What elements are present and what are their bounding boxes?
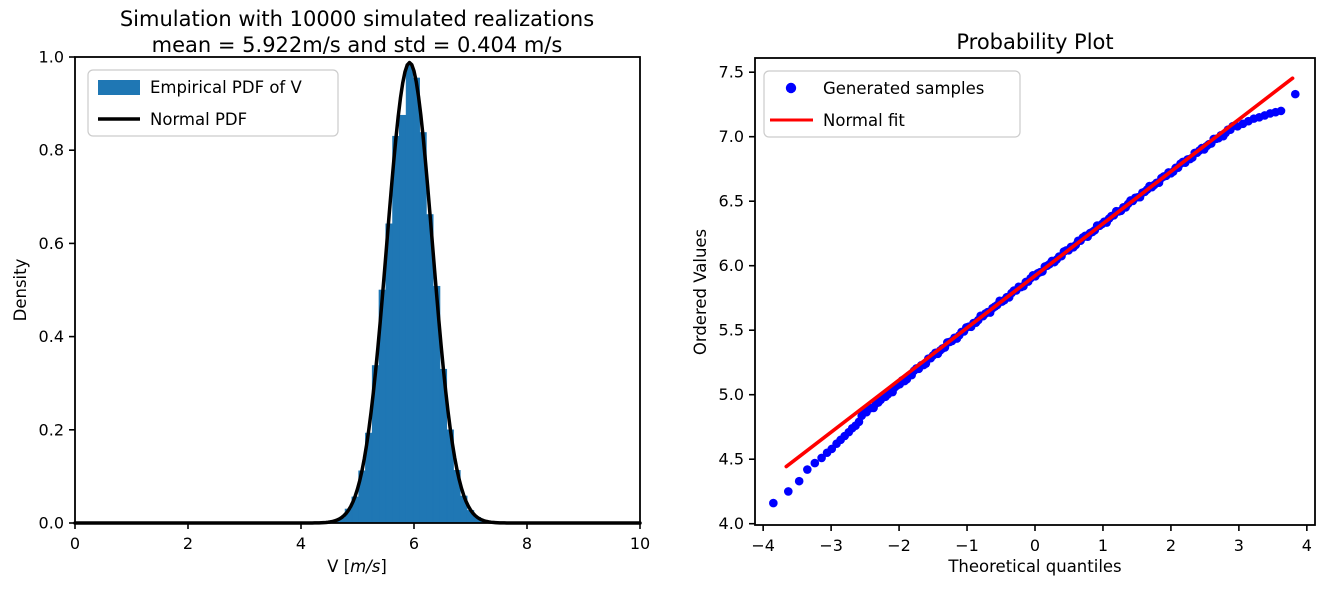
x-tick-label: 3 — [1234, 536, 1244, 555]
legend-swatch-empirical-pdf — [98, 80, 140, 95]
histogram-bar — [420, 132, 427, 523]
histogram-subplot: 0 2 4 6 8 10 0.0 0.2 0.4 0.6 0.8 1.0 Simulation wit… — [11, 7, 650, 576]
y-tick-label: 0.6 — [39, 234, 64, 253]
x-tick-label: 2 — [1166, 536, 1176, 555]
right-yaxis-label: Ordered Values — [691, 229, 710, 355]
x-tick-label: −3 — [819, 536, 843, 555]
x-tick-label: 6 — [409, 534, 419, 553]
probability-plot-subplot: −4 −3 −2 −1 0 1 2 3 4 4.0 4.5 5.0 5.5 6.0 6.5 7.0 7.5 Pr… — [691, 30, 1315, 576]
qq-point-lower-tail — [811, 459, 820, 468]
right-xaxis-label: Theoretical quantiles — [947, 557, 1121, 576]
x-tick-label: 8 — [522, 534, 532, 553]
qq-scatter-group — [769, 90, 1300, 508]
qq-point-lower-tail — [803, 465, 812, 474]
y-tick-label: 5.0 — [719, 385, 744, 404]
qq-point-lower-tail — [769, 499, 778, 508]
qq-point-upper-tail — [1277, 107, 1286, 116]
y-tick-label: 0.0 — [39, 514, 64, 533]
legend-label-empirical-pdf: Empirical PDF of V — [150, 78, 302, 97]
legend-label-normal-pdf: Normal PDF — [150, 110, 247, 129]
legend-label-generated-samples: Generated samples — [823, 79, 984, 98]
y-tick-label: 4.0 — [719, 514, 744, 533]
right-title: Probability Plot — [956, 30, 1113, 54]
legend-label-normal-fit: Normal fit — [823, 111, 905, 130]
histogram-bar — [406, 64, 413, 523]
qq-point-lower-tail — [795, 477, 804, 486]
x-tick-label: −1 — [955, 536, 979, 555]
qq-point-lower-tail — [784, 487, 793, 496]
y-tick-label: 7.5 — [719, 63, 744, 82]
x-tick-label: 4 — [296, 534, 306, 553]
left-yaxis-label: Density — [11, 258, 30, 321]
y-tick-label: 4.5 — [719, 450, 744, 469]
y-tick-label: 0.2 — [39, 420, 64, 439]
right-legend: Generated samples Normal fit — [764, 71, 1020, 137]
y-tick-label: 6.5 — [719, 192, 744, 211]
histogram-bar — [393, 136, 400, 523]
left-title-line2: mean = 5.922m/s and std = 0.404 m/s — [152, 33, 563, 57]
y-tick-label: 7.0 — [719, 127, 744, 146]
x-tick-label: 10 — [630, 534, 650, 553]
x-tick-label: −2 — [887, 536, 911, 555]
x-tick-label: 0 — [70, 534, 80, 553]
legend-swatch-generated-samples — [786, 83, 796, 93]
y-tick-label: 6.0 — [719, 256, 744, 275]
y-tick-label: 5.5 — [719, 321, 744, 340]
histogram-bar — [399, 115, 406, 523]
left-xaxis-label: V [m/s] — [327, 557, 387, 576]
histogram-bar — [413, 78, 420, 523]
x-tick-label: 2 — [183, 534, 193, 553]
x-tick-label: 0 — [1030, 536, 1040, 555]
qq-point-outlier — [1291, 90, 1300, 99]
left-legend: Empirical PDF of V Normal PDF — [88, 70, 338, 136]
x-tick-label: −4 — [751, 536, 775, 555]
left-title-line1: Simulation with 10000 simulated realizat… — [120, 7, 594, 31]
histogram-bars-group — [318, 64, 494, 523]
x-tick-label: 4 — [1302, 536, 1312, 555]
y-tick-label: 0.8 — [39, 141, 64, 160]
x-tick-label: 1 — [1098, 536, 1108, 555]
y-tick-label: 1.0 — [39, 48, 64, 67]
histogram-bar — [386, 224, 393, 523]
y-tick-label: 0.4 — [39, 327, 64, 346]
